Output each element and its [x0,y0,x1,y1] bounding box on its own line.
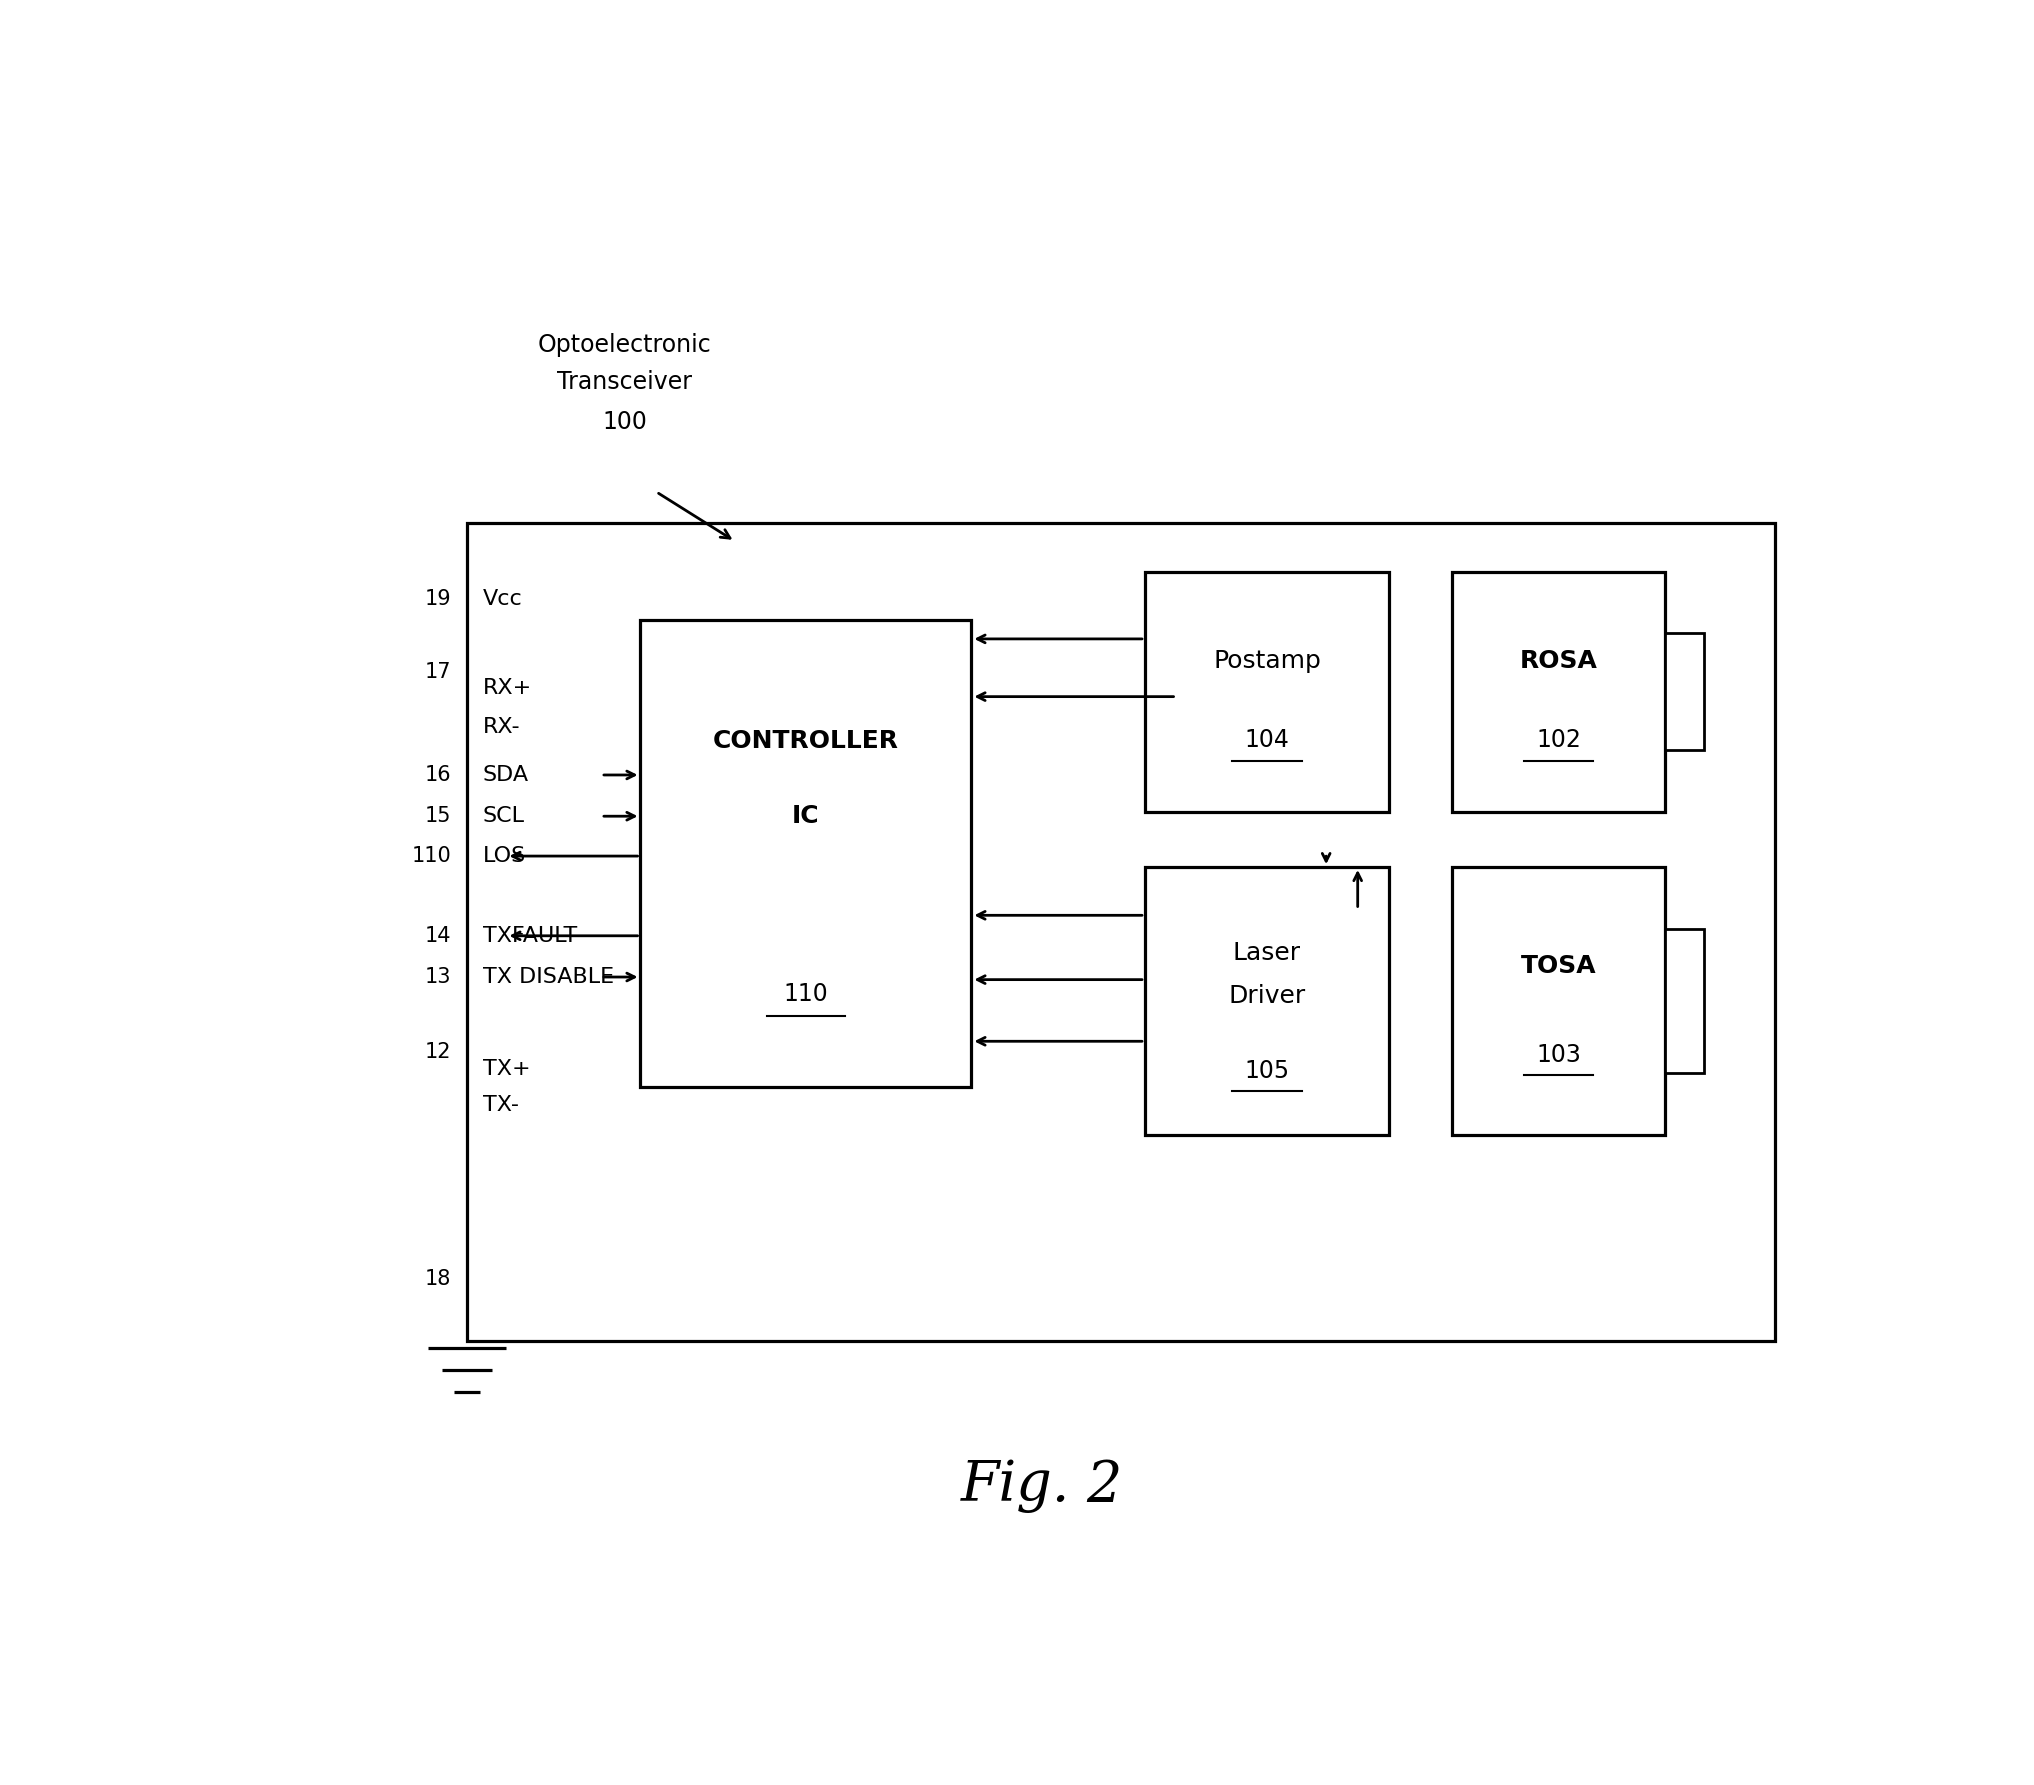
Bar [1452,868,1666,1135]
Text: 103: 103 [1536,1042,1580,1067]
Text: Postamp: Postamp [1212,648,1320,673]
Bar [1666,634,1704,750]
Text: SDA: SDA [482,766,529,785]
Text: 110: 110 [783,982,828,1005]
Text: Transceiver: Transceiver [557,369,692,394]
Text: LOS: LOS [482,846,527,866]
Text: 17: 17 [425,662,452,682]
Bar [1452,571,1666,812]
Text: 105: 105 [1245,1059,1290,1083]
Text: 12: 12 [425,1042,452,1062]
Bar [641,619,972,1087]
Text: 13: 13 [425,967,452,987]
Text: Laser: Laser [1233,941,1302,966]
Text: Fig. 2: Fig. 2 [962,1458,1123,1514]
Text: SCL: SCL [482,807,525,826]
Text: TX-: TX- [482,1094,519,1116]
Text: RX-: RX- [482,718,521,737]
Text: IC: IC [791,803,820,828]
Text: TOSA: TOSA [1521,955,1597,978]
Text: 18: 18 [425,1269,452,1289]
Text: Driver: Driver [1229,984,1306,1009]
Text: 102: 102 [1536,728,1580,751]
Text: Vcc: Vcc [482,589,523,609]
Text: 100: 100 [602,411,647,434]
Bar [1145,571,1389,812]
Bar [1666,928,1704,1073]
Text: CONTROLLER: CONTROLLER [714,728,899,753]
Text: 15: 15 [425,807,452,826]
Text: Optoelectronic: Optoelectronic [537,332,712,357]
Text: 110: 110 [411,846,452,866]
Text: ROSA: ROSA [1519,648,1597,673]
Bar [468,523,1776,1341]
Text: RX+: RX+ [482,678,533,698]
Text: 14: 14 [425,926,452,946]
Text: TXFAULT: TXFAULT [482,926,578,946]
Text: 16: 16 [425,766,452,785]
Bar [1145,868,1389,1135]
Text: 104: 104 [1245,728,1290,751]
Text: TX DISABLE: TX DISABLE [482,967,614,987]
Text: 19: 19 [425,589,452,609]
Text: TX+: TX+ [482,1059,531,1080]
